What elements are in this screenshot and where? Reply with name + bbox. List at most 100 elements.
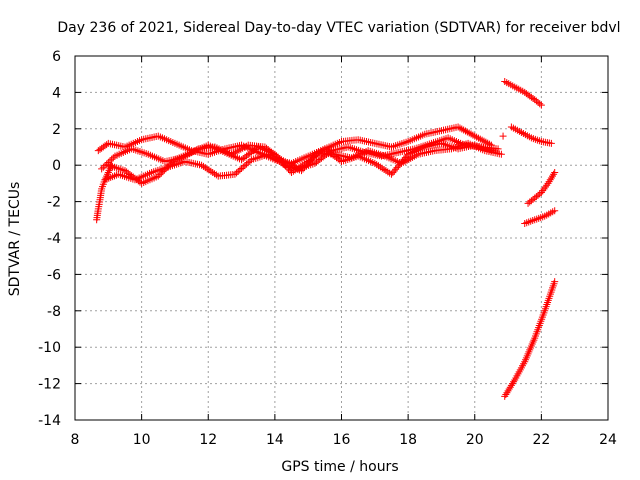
data-point-trace-e-start bbox=[103, 170, 111, 178]
data-point-trace-e-start bbox=[105, 167, 113, 175]
data-point-trace-d bbox=[165, 162, 173, 170]
data-point-late-5 bbox=[507, 381, 515, 389]
x-tick-label: 16 bbox=[333, 432, 351, 448]
y-tick-label: -10 bbox=[38, 340, 61, 356]
data-point-trace-d bbox=[271, 150, 279, 158]
data-point-trace-d bbox=[154, 172, 162, 180]
data-point-late-5 bbox=[505, 385, 513, 393]
data-point-trace-d bbox=[278, 159, 286, 167]
data-point-trace-c bbox=[241, 162, 249, 170]
x-tick-label: 8 bbox=[71, 432, 80, 448]
data-point-late-3 bbox=[541, 183, 549, 191]
data-point-late-3 bbox=[543, 181, 551, 189]
data-point-trace-c bbox=[497, 150, 505, 158]
data-point-trace-b bbox=[109, 154, 117, 162]
data-point-late-3 bbox=[546, 176, 554, 184]
data-point-late-3 bbox=[545, 178, 553, 186]
x-tick-label: 10 bbox=[133, 432, 151, 448]
data-point-late-5 bbox=[504, 387, 512, 395]
x-tick-label: 12 bbox=[199, 432, 217, 448]
x-tick-label: 14 bbox=[266, 432, 284, 448]
data-point-trace-b bbox=[108, 155, 116, 163]
y-axis-title: SDTVAR / TECUs bbox=[7, 182, 23, 297]
data-point-trace-d bbox=[285, 165, 293, 173]
data-point-late-3 bbox=[547, 174, 555, 182]
data-point-trace-b bbox=[99, 163, 107, 171]
data-point-late-3 bbox=[539, 187, 547, 195]
y-tick-label: 2 bbox=[52, 122, 61, 138]
data-point-trace-c bbox=[243, 160, 251, 168]
data-point-late-3 bbox=[548, 172, 556, 180]
data-point-trace-b bbox=[98, 165, 106, 173]
data-point-trace-d bbox=[159, 168, 167, 176]
data-point-trace-e-start bbox=[107, 163, 115, 171]
data-point-trace-b bbox=[494, 145, 502, 153]
y-tick-label: 0 bbox=[52, 158, 61, 174]
data-point-late-1 bbox=[536, 100, 544, 108]
data-point-late-5 bbox=[502, 391, 510, 399]
x-tick-label: 24 bbox=[599, 432, 617, 448]
data-point-late-3 bbox=[536, 190, 544, 198]
data-point-late-5 bbox=[509, 380, 517, 388]
data-point-trace-d bbox=[163, 163, 171, 171]
data-point-late-4 bbox=[551, 207, 559, 215]
data-point-late-5 bbox=[501, 392, 509, 400]
y-tick-label: -2 bbox=[47, 195, 61, 211]
data-point-late-3 bbox=[544, 179, 552, 187]
data-point-trace-d bbox=[277, 157, 285, 165]
data-point-trace-d bbox=[272, 152, 280, 160]
data-point-late-2 bbox=[547, 139, 555, 147]
y-tick-label: 6 bbox=[52, 49, 61, 65]
data-point-late-3 bbox=[540, 185, 548, 193]
data-point-late-5 bbox=[503, 389, 511, 397]
data-point-trace-c bbox=[234, 167, 242, 175]
data-point-late-5 bbox=[551, 278, 559, 286]
data-point-trace-c bbox=[231, 170, 239, 178]
chart-title: Day 236 of 2021, Sidereal Day-to-day VTE… bbox=[57, 20, 620, 36]
data-point-late-3 bbox=[550, 170, 558, 178]
y-tick-label: -4 bbox=[47, 231, 61, 247]
data-point-trace-d bbox=[168, 159, 176, 167]
y-tick-label: -8 bbox=[47, 304, 61, 320]
y-tick-label: -12 bbox=[38, 377, 61, 393]
data-point-trace-e-start bbox=[106, 165, 114, 173]
data-point-trace-d bbox=[274, 154, 282, 162]
data-point-late-3 bbox=[537, 189, 545, 196]
data-point-trace-d bbox=[166, 160, 174, 168]
data-point-late-5 bbox=[510, 378, 518, 386]
data-point-late-1 bbox=[537, 101, 545, 109]
data-point-trace-d bbox=[157, 169, 165, 177]
data-point-trace-d bbox=[169, 157, 177, 165]
data-point-trace-d bbox=[281, 162, 289, 170]
data-point-trace-c bbox=[246, 157, 254, 165]
data-point-trace-b bbox=[103, 160, 111, 168]
data-point-trace-e-start bbox=[104, 168, 112, 176]
data-point-late-3 bbox=[551, 168, 559, 176]
data-point-trace-e-start bbox=[102, 174, 110, 182]
data-point-trace-d bbox=[283, 164, 291, 172]
data-point-trace-d bbox=[156, 171, 164, 179]
data-point-trace-c bbox=[233, 169, 241, 177]
grid bbox=[75, 56, 608, 420]
y-tick-label: -6 bbox=[47, 267, 61, 283]
data-point-outlier bbox=[499, 132, 507, 140]
data-point-trace-c bbox=[244, 159, 252, 167]
y-tick-label: -14 bbox=[38, 413, 61, 429]
data-point-trace-c bbox=[238, 164, 246, 172]
data-point-trace-d bbox=[280, 160, 288, 168]
data-point-trace-d bbox=[160, 166, 168, 174]
y-tick-label: 4 bbox=[52, 85, 61, 101]
data-point-trace-c bbox=[239, 163, 247, 171]
data-point-trace-e-start bbox=[103, 172, 111, 180]
x-tick-label: 22 bbox=[532, 432, 550, 448]
data-point-trace-c bbox=[236, 166, 244, 174]
data-point-trace-e-start bbox=[108, 161, 116, 169]
x-tick-label: 20 bbox=[466, 432, 484, 448]
data-point-trace-d bbox=[487, 147, 495, 155]
x-axis-title: GPS time / hours bbox=[281, 459, 398, 475]
data-point-trace-d bbox=[275, 155, 283, 163]
data-point-trace-e-start bbox=[101, 176, 109, 184]
data-marks bbox=[93, 77, 559, 400]
